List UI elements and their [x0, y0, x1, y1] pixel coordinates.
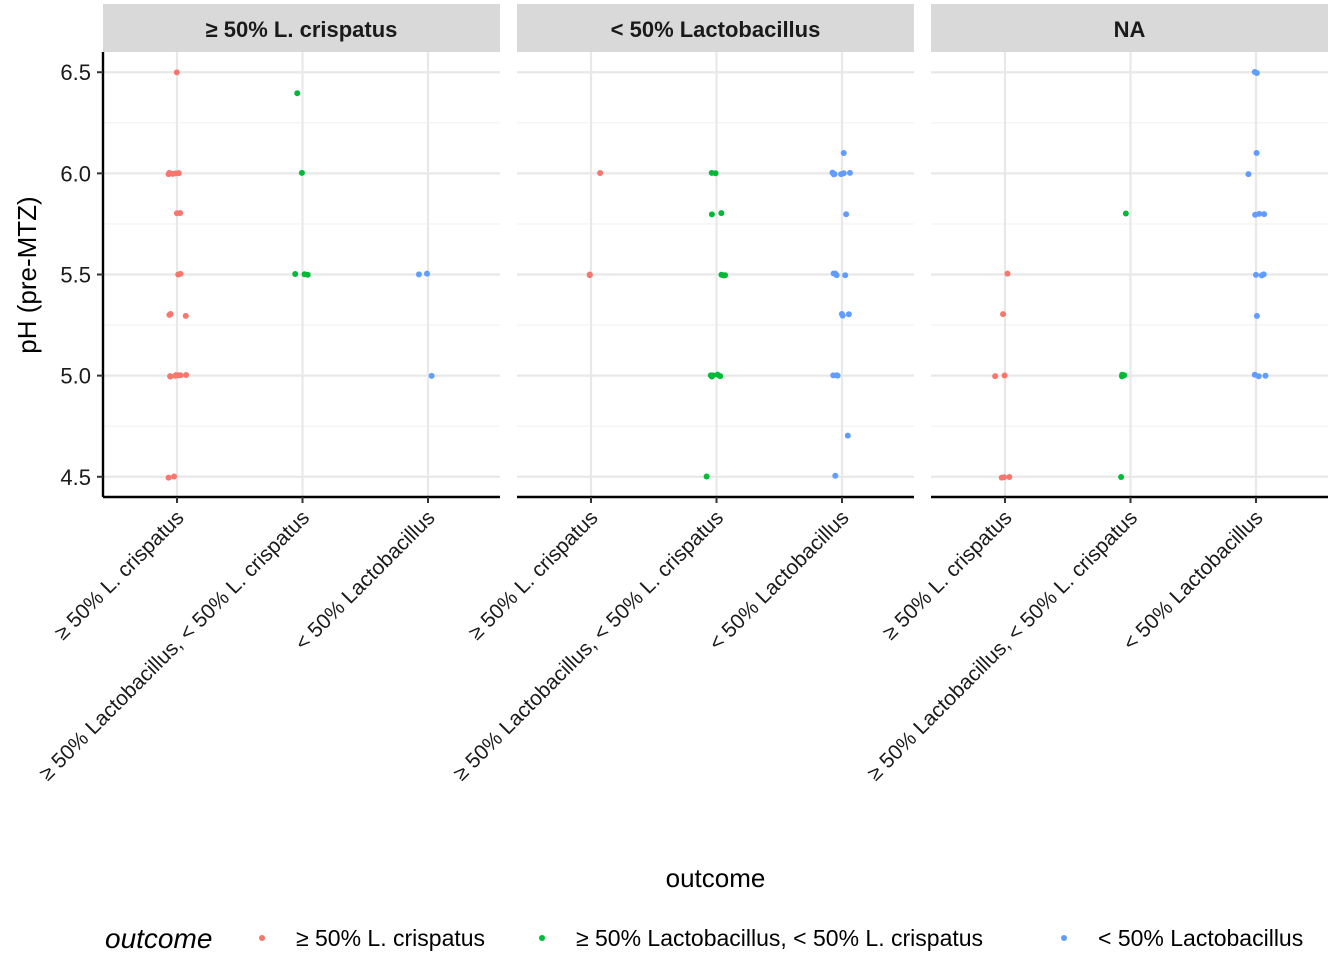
data-point	[173, 69, 180, 76]
y-axis-title: pH (pre-MTZ)	[12, 196, 42, 353]
data-point	[1121, 372, 1128, 379]
data-point	[708, 169, 715, 176]
data-point	[998, 474, 1005, 481]
legend-key-crispatus	[259, 935, 265, 941]
data-point	[708, 211, 715, 218]
data-point	[1262, 372, 1269, 379]
legend-key-lactobacillus	[539, 935, 545, 941]
data-point	[294, 90, 301, 97]
data-point	[843, 211, 850, 218]
data-point	[718, 271, 725, 278]
data-point	[175, 170, 182, 177]
y-tick-label: 4.5	[60, 465, 91, 490]
data-point	[174, 372, 181, 379]
data-point	[717, 373, 724, 380]
data-point	[171, 473, 178, 480]
data-point	[182, 312, 189, 319]
legend-title: outcome	[105, 923, 212, 954]
data-point	[1252, 271, 1259, 278]
data-point	[1006, 474, 1013, 481]
legend-key-low-lactobacillus	[1061, 935, 1067, 941]
data-point	[1004, 270, 1011, 277]
data-point	[1000, 311, 1007, 318]
data-point	[597, 170, 604, 177]
data-point	[992, 373, 999, 380]
legend-label: < 50% Lactobacillus	[1098, 925, 1303, 951]
data-point	[175, 271, 182, 278]
data-point	[169, 170, 176, 177]
data-point	[1245, 171, 1252, 178]
data-point	[1122, 210, 1129, 217]
data-point	[846, 169, 853, 176]
legend-label: ≥ 50% Lactobacillus, < 50% L. crispatus	[576, 925, 983, 951]
data-point	[586, 272, 593, 279]
data-point	[842, 272, 849, 279]
data-point	[1118, 473, 1125, 480]
legend: outcome ≥ 50% L. crispatus ≥ 50% Lactoba…	[105, 923, 1303, 954]
y-tick-label: 6.0	[60, 161, 91, 186]
data-point	[1253, 149, 1260, 156]
data-point	[833, 372, 840, 379]
legend-label: ≥ 50% L. crispatus	[296, 925, 485, 951]
panel-points	[992, 68, 1269, 481]
facet-strip-label: < 50% Lactobacillus	[611, 17, 821, 42]
data-point	[844, 432, 851, 439]
facet-strip-label: NA	[1114, 17, 1146, 42]
data-point	[166, 311, 173, 318]
data-point	[832, 472, 839, 479]
data-point	[708, 373, 715, 380]
data-point	[1258, 272, 1265, 279]
y-axis: 4.5 5.0 5.5 6.0 6.5	[60, 52, 105, 497]
data-point	[424, 270, 431, 277]
data-point	[183, 372, 190, 379]
data-point	[845, 311, 852, 318]
facet-panel-3: NA	[931, 4, 1328, 499]
data-point	[165, 474, 172, 481]
data-point	[1251, 371, 1258, 378]
data-point	[703, 473, 710, 480]
facet-panel-1: ≥ 50% L. crispatus	[103, 4, 500, 499]
data-point	[1001, 372, 1008, 379]
data-point	[1252, 211, 1259, 218]
x-axis-title: outcome	[666, 863, 766, 893]
y-tick-label: 6.5	[60, 60, 91, 85]
data-point	[840, 170, 847, 177]
data-point	[1253, 70, 1260, 77]
y-tick-label: 5.0	[60, 364, 91, 389]
data-point	[838, 311, 845, 318]
panel-points	[165, 69, 435, 481]
data-point	[718, 210, 725, 217]
facet-strip-label: ≥ 50% L. crispatus	[206, 17, 398, 42]
y-tick-label: 5.5	[60, 263, 91, 288]
data-point	[830, 270, 837, 277]
data-point	[1261, 211, 1268, 218]
data-point	[1253, 312, 1260, 319]
panel-points	[586, 150, 853, 480]
data-point	[298, 169, 305, 176]
data-point	[173, 210, 180, 217]
data-point	[304, 271, 311, 278]
data-point	[292, 270, 299, 277]
data-point	[840, 150, 847, 157]
data-point	[829, 169, 836, 176]
data-point	[167, 373, 174, 380]
data-point	[415, 271, 422, 278]
data-point	[428, 372, 435, 379]
